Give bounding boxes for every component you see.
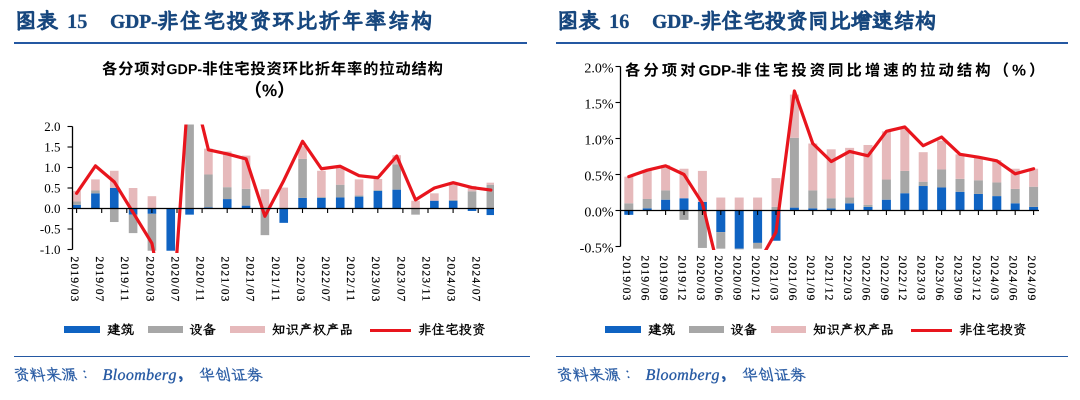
svg-text:2020/11: 2020/11 [194, 257, 206, 303]
svg-text:2022/09: 2022/09 [878, 256, 890, 302]
svg-text:2020/07: 2020/07 [168, 257, 180, 303]
svg-text:2021/09: 2021/09 [804, 256, 816, 302]
svg-text:2022/11: 2022/11 [344, 257, 356, 303]
svg-text:2020/03: 2020/03 [143, 257, 155, 303]
svg-text:2022/03: 2022/03 [841, 256, 853, 302]
svg-text:2023/12: 2023/12 [970, 256, 982, 302]
svg-text:1.0: 1.0 [44, 160, 60, 175]
svg-text:2021/03: 2021/03 [219, 257, 231, 303]
svg-text:2019/12: 2019/12 [675, 256, 687, 302]
svg-text:2023/11: 2023/11 [419, 257, 431, 303]
svg-text:1.5: 1.5 [44, 139, 60, 154]
svg-text:0.5: 0.5 [44, 180, 60, 195]
svg-text:2019/07: 2019/07 [93, 257, 105, 303]
svg-text:2022/12: 2022/12 [896, 256, 908, 302]
svg-text:2023/03: 2023/03 [369, 257, 381, 303]
svg-text:2020/12: 2020/12 [749, 256, 761, 302]
svg-text:2021/07: 2021/07 [244, 257, 256, 303]
svg-text:2023/09: 2023/09 [951, 256, 963, 302]
svg-text:2022/07: 2022/07 [319, 257, 331, 303]
svg-text:2020/09: 2020/09 [731, 256, 743, 302]
svg-text:2022/03: 2022/03 [294, 257, 306, 303]
svg-text:2024/09: 2024/09 [1025, 256, 1037, 302]
svg-text:2023/03: 2023/03 [915, 256, 927, 302]
svg-text:2024/03: 2024/03 [988, 256, 1000, 302]
svg-text:1.0%: 1.0% [584, 133, 614, 148]
svg-text:2019/03: 2019/03 [620, 256, 632, 302]
svg-text:-0.5: -0.5 [40, 221, 61, 236]
svg-text:2021/12: 2021/12 [823, 256, 835, 302]
svg-text:2023/07: 2023/07 [394, 257, 406, 303]
svg-text:2022/06: 2022/06 [859, 256, 871, 302]
svg-text:2019/11: 2019/11 [118, 257, 130, 303]
svg-text:2021/03: 2021/03 [767, 256, 779, 302]
svg-text:2.0%: 2.0% [584, 61, 614, 76]
svg-text:1.5%: 1.5% [584, 97, 614, 112]
svg-text:2019/03: 2019/03 [68, 257, 80, 303]
svg-text:2020/06: 2020/06 [712, 256, 724, 302]
svg-text:0.5%: 0.5% [584, 169, 614, 184]
svg-text:0.0: 0.0 [44, 201, 60, 216]
svg-text:2024/07: 2024/07 [470, 257, 482, 303]
svg-text:-0.5%: -0.5% [580, 241, 614, 256]
svg-text:2021/06: 2021/06 [786, 256, 798, 302]
svg-text:2020/03: 2020/03 [694, 256, 706, 302]
svg-text:2019/09: 2019/09 [657, 256, 669, 302]
svg-text:2.0: 2.0 [44, 119, 60, 134]
svg-text:2024/06: 2024/06 [1007, 256, 1019, 302]
svg-text:-1.0: -1.0 [40, 242, 61, 257]
svg-text:2021/11: 2021/11 [269, 257, 281, 303]
svg-text:2024/03: 2024/03 [445, 257, 457, 303]
svg-text:2019/06: 2019/06 [639, 256, 651, 302]
svg-text:2023/06: 2023/06 [933, 256, 945, 302]
svg-text:0.0%: 0.0% [584, 205, 614, 220]
